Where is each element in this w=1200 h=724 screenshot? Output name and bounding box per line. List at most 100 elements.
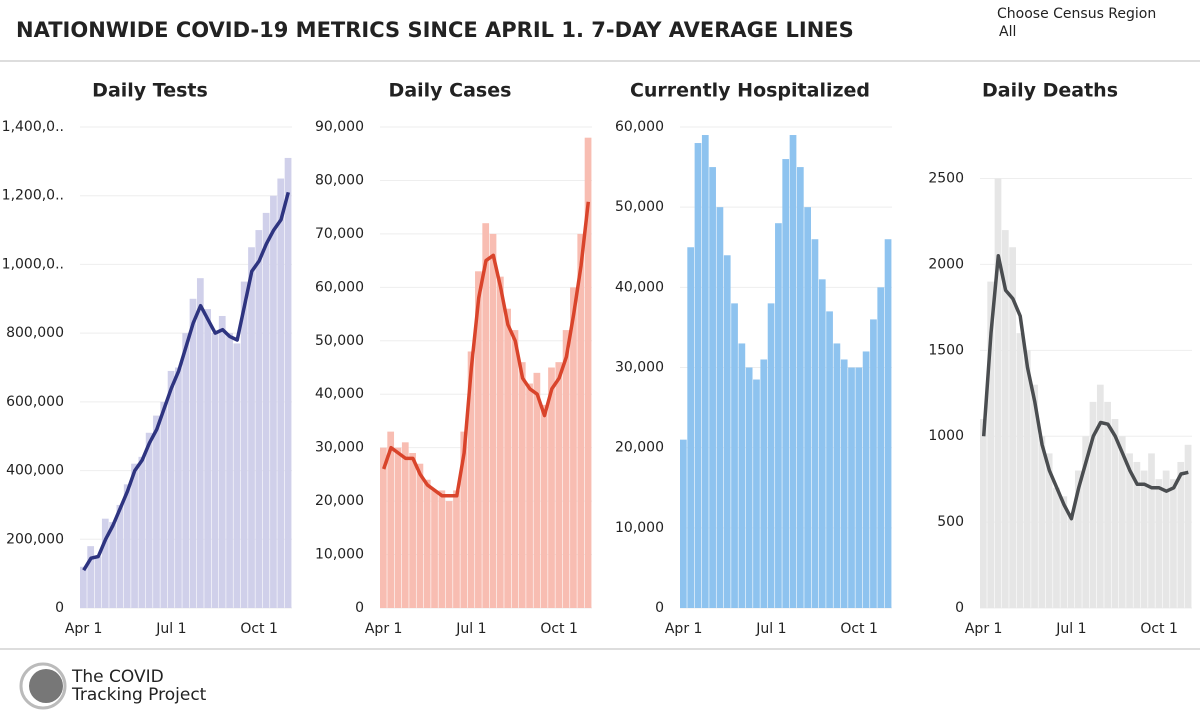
bar [380,447,387,608]
bar [401,442,409,608]
bar [723,255,731,608]
bar [1023,350,1031,608]
y-tick-label: 1500 [928,342,964,358]
logo-text: The COVID [71,667,164,687]
bar [233,343,241,608]
bar [1060,496,1068,608]
bar [504,308,512,608]
bar [584,137,592,608]
bar [833,343,841,608]
bar [775,223,782,608]
bar [409,453,416,608]
bar [570,287,577,608]
bar [1148,453,1155,608]
x-tick-label: Apr 1 [365,621,403,637]
bar [394,447,402,608]
y-tick-label: 20,000 [615,440,664,456]
page-title: NATIONWIDE COVID-19 METRICS SINCE APRIL … [16,18,854,42]
bar [687,247,695,608]
y-tick-label: 90,000 [315,119,364,135]
bar [1053,487,1060,608]
bar [160,401,168,608]
y-tick-label: 40,000 [315,386,364,402]
bar [175,367,182,608]
bar [760,359,768,608]
y-tick-label: 0 [355,600,364,616]
y-tick-label: 800,000 [6,325,64,341]
bar [716,207,724,608]
y-tick-label: 2000 [928,256,964,272]
y-tick-label: 500 [937,514,964,530]
bar [533,372,541,608]
bar [694,143,702,609]
bar [848,367,855,608]
bar [789,135,797,608]
logo [19,662,67,710]
x-tick-label: Jul 1 [455,621,486,637]
bar [475,271,482,608]
bar [1038,436,1046,608]
bar [980,419,987,608]
bar [1075,470,1082,608]
bar [438,490,446,608]
bar [840,359,848,608]
bar [467,351,475,608]
bar [489,233,497,608]
bar [431,490,438,608]
bar [87,546,95,608]
bar [811,239,819,608]
bar [1045,453,1053,608]
y-tick-label: 0 [55,600,64,616]
bar [709,167,716,609]
bar [153,415,160,608]
y-tick-label: 50,000 [615,199,664,215]
bar [577,233,585,608]
bar [1162,470,1170,608]
bar [1082,436,1090,608]
bar [1111,419,1119,608]
chart-title: Daily Cases [389,80,512,102]
y-tick-label: 1000 [928,428,964,444]
bar [870,319,877,608]
filter-value[interactable]: All [999,24,1016,40]
bar [116,504,124,608]
y-tick-label: 60,000 [615,119,664,135]
y-tick-label: 80,000 [315,172,364,188]
bar [1016,333,1024,608]
bar [540,404,548,608]
bar [145,432,153,608]
bar [1001,230,1009,609]
bar [167,370,175,608]
bar [138,456,146,608]
x-tick-label: Jul 1 [755,621,786,637]
bar [240,281,248,608]
bar [555,362,563,608]
bar [1155,479,1163,608]
bar [1126,453,1133,608]
y-tick-label: 20,000 [315,493,364,509]
y-tick-label: 50,000 [315,333,364,349]
bar [211,333,219,608]
bar [518,362,526,608]
bar [196,278,204,608]
logo-ring [19,662,67,710]
bar [248,247,255,608]
x-tick-label: Apr 1 [965,621,1003,637]
bar [101,518,109,608]
avg-line [981,254,1189,521]
y-tick-label: 2500 [928,171,964,187]
chart-title: Currently Hospitalized [630,80,870,102]
bar [862,351,870,608]
bar [109,522,116,608]
bar [218,315,226,608]
bar [680,439,687,608]
bar [387,431,395,608]
y-tick-label: 10,000 [615,520,664,536]
y-tick-label: 60,000 [315,279,364,295]
y-tick-label: 1,200,0.. [2,188,64,204]
bar [496,276,504,608]
bar [204,309,212,608]
bar [270,195,277,608]
bar [731,303,738,608]
